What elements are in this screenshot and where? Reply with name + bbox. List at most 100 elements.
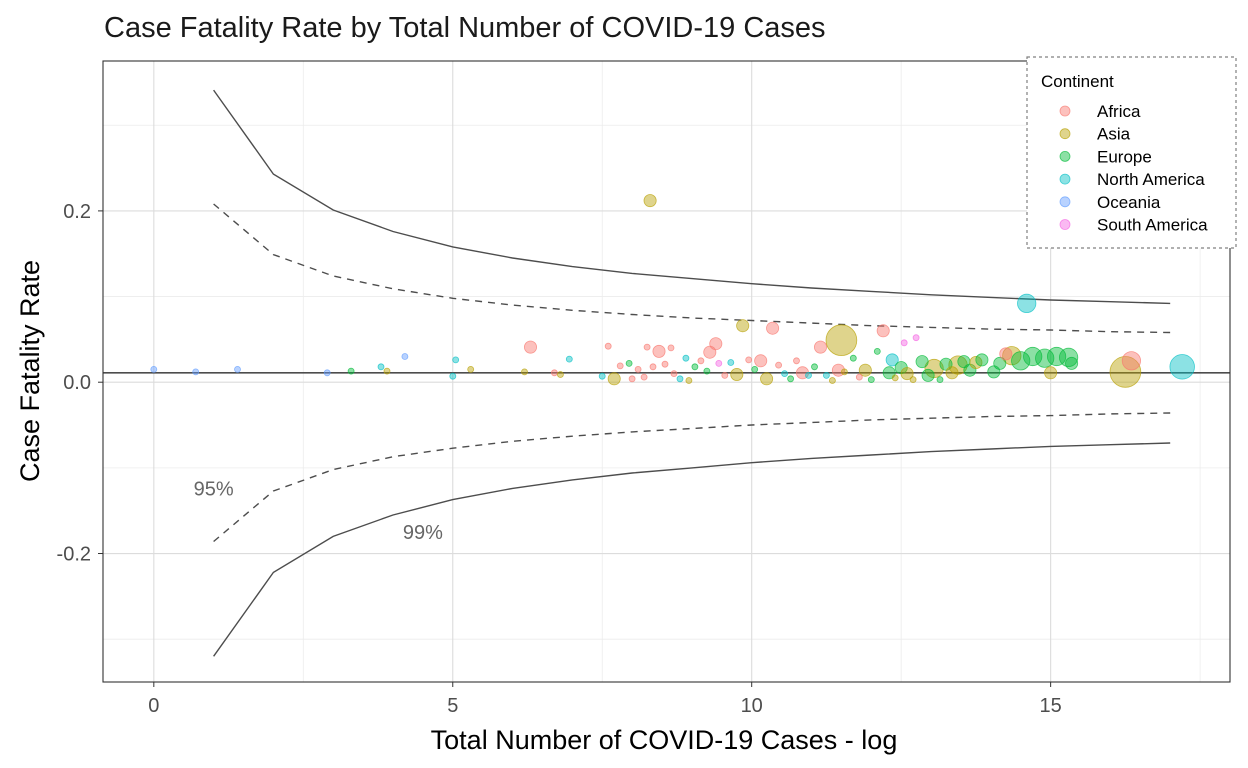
data-point: [915, 355, 929, 369]
data-point: [1035, 348, 1055, 368]
data-point: [885, 353, 899, 367]
data-point: [150, 365, 158, 373]
data-point: [467, 365, 475, 373]
data-point: [401, 353, 409, 360]
legend: Continent Africa Asia Europe North America O…: [1026, 56, 1237, 249]
upper-95-limit-line: [213, 203, 1171, 334]
data-point: [825, 324, 858, 357]
funnel-limit-lines: [213, 89, 1171, 657]
lower-99-limit-line: [213, 442, 1171, 657]
data-point: [652, 344, 666, 358]
legend-key: [1059, 196, 1071, 208]
x-tick-label: 0: [148, 695, 159, 717]
data-point: [751, 365, 759, 373]
y-tick-label: 0.2: [63, 201, 91, 223]
legend-label: South America: [1097, 216, 1208, 235]
data-point: [565, 355, 573, 363]
data-point: [787, 375, 794, 383]
data-point: [766, 321, 780, 335]
panel-border: [102, 60, 1231, 683]
data-point: [721, 371, 729, 379]
data-point: [604, 342, 612, 350]
data-point: [551, 369, 558, 377]
legend-label: North America: [1097, 170, 1205, 189]
data-point: [975, 353, 989, 367]
legend-items: Africa Asia Europe North America Oceania Sout…: [1059, 102, 1208, 235]
data-point: [667, 344, 675, 352]
data-point: [598, 372, 606, 380]
x-tick-label: 5: [447, 695, 458, 717]
data-point: [192, 368, 200, 376]
x-axis-ticks: 0 5 10 15: [148, 682, 1062, 717]
data-point: [524, 340, 538, 354]
data-point: [855, 373, 863, 381]
data-point: [999, 347, 1013, 361]
data-point: [805, 371, 812, 379]
data-point: [754, 354, 768, 368]
data-point: [921, 368, 935, 382]
data-point: [1121, 351, 1142, 371]
data-point: [685, 377, 693, 384]
x-tick-label: 15: [1040, 695, 1062, 717]
x-tick-label: 10: [741, 695, 763, 717]
data-point: [900, 367, 914, 381]
data-point: [234, 365, 241, 373]
data-point: [811, 363, 818, 371]
data-point: [634, 365, 642, 373]
data-point: [727, 359, 735, 366]
data-point: [876, 324, 890, 338]
data-point: [858, 363, 872, 377]
data-point: [1059, 347, 1079, 367]
data-point: [745, 356, 753, 364]
data-point: [383, 367, 391, 375]
data-point: [703, 367, 711, 375]
data-point: [709, 337, 723, 351]
data-point: [1169, 354, 1195, 380]
data-point: [377, 363, 385, 371]
data-point: [781, 370, 788, 378]
data-point: [670, 370, 678, 378]
data-point: [628, 375, 636, 383]
data-point: [841, 368, 848, 376]
data-point: [607, 372, 621, 386]
data-point: [867, 376, 875, 384]
data-point: [1011, 351, 1031, 371]
legend-label: Africa: [1097, 102, 1141, 121]
data-point: [829, 377, 836, 384]
chart-title: Case Fatality Rate by Total Number of CO…: [104, 12, 826, 44]
data-point: [849, 354, 857, 362]
data-point: [661, 360, 669, 368]
legend-key: [1059, 150, 1071, 162]
data-point: [900, 339, 908, 347]
data-point: [682, 354, 690, 362]
x-axis-label: Total Number of COVID-19 Cases - log: [431, 725, 898, 755]
data-point: [640, 373, 648, 381]
data-point: [823, 371, 830, 379]
data-point: [643, 194, 657, 208]
data-point: [521, 368, 528, 376]
data-point: [323, 369, 331, 377]
data-point: [912, 334, 920, 342]
legend-key: [1059, 128, 1071, 140]
data-point: [736, 319, 750, 333]
legend-key: [1059, 219, 1071, 230]
legend-label: Asia: [1097, 125, 1131, 144]
data-point: [793, 357, 800, 365]
annotation-label: 95%: [194, 478, 234, 500]
y-tick-label: -0.2: [57, 544, 91, 566]
data-point: [1017, 293, 1037, 313]
data-point: [945, 366, 959, 380]
data-point: [697, 357, 705, 365]
legend-key: [1059, 105, 1071, 117]
data-point: [936, 376, 944, 384]
data-point: [1023, 346, 1043, 367]
data-point: [347, 367, 355, 375]
data-points: [150, 194, 1195, 388]
y-tick-label: 0.0: [63, 372, 91, 394]
data-point: [616, 362, 624, 370]
data-point: [452, 356, 460, 364]
y-axis-label: Case Fatality Rate: [15, 260, 45, 482]
data-point: [891, 374, 899, 382]
upper-99-limit-line: [213, 89, 1171, 305]
